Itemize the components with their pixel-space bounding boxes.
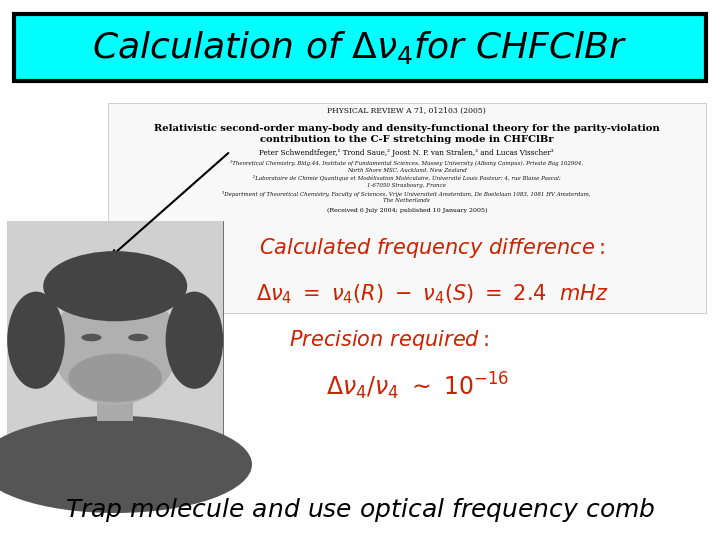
Ellipse shape xyxy=(81,334,102,341)
Text: $\mathbf{\mathit{Trap\ molecule\ and\ use\ optical\ frequency\ comb}}$: $\mathbf{\mathit{Trap\ molecule\ and\ us… xyxy=(65,496,655,524)
Ellipse shape xyxy=(53,286,179,405)
Ellipse shape xyxy=(43,251,187,321)
Ellipse shape xyxy=(166,292,223,389)
Text: $\mathbf{\mathit{\Delta\nu_4/\nu_4\ \sim\ 10^{-16}}}$: $\mathbf{\mathit{\Delta\nu_4/\nu_4\ \sim… xyxy=(326,370,509,402)
FancyBboxPatch shape xyxy=(108,103,706,313)
Ellipse shape xyxy=(0,416,252,513)
Text: 1-67050 Strasbourg, France: 1-67050 Strasbourg, France xyxy=(367,183,446,188)
Text: ²Laboratoire de Chimie Quantique et Modélisation Moléculaire, Université Louis P: ²Laboratoire de Chimie Quantique et Modé… xyxy=(253,175,561,181)
Text: $\mathbf{\mathit{Precision\ required:}}$: $\mathbf{\mathit{Precision\ required:}}$ xyxy=(289,328,489,352)
Ellipse shape xyxy=(7,292,65,389)
Text: Peter Schwendtfeger,¹ Trond Saue,² Joost N. P. van Stralen,³ and Lucas Visscher³: Peter Schwendtfeger,¹ Trond Saue,² Joost… xyxy=(259,150,554,157)
Text: North Shore MSC, Auckland, New Zealand: North Shore MSC, Auckland, New Zealand xyxy=(347,167,467,173)
Ellipse shape xyxy=(128,334,148,341)
Text: $\mathbf{\mathit{\Delta\nu_4\ =\ \nu_4(R)\ -\ \nu_4(S)\ =\ 2.4\ \ mHz}}$: $\mathbf{\mathit{\Delta\nu_4\ =\ \nu_4(R… xyxy=(256,282,608,306)
Text: ³Department of Theoretical Chemistry, Faculty of Sciences, Vrije Universiteit Am: ³Department of Theoretical Chemistry, Fa… xyxy=(222,191,591,197)
Text: $\mathbf{\mathit{Calculation\ of\ \Delta\nu_4 for\ CHFClBr}}$: $\mathbf{\mathit{Calculation\ of\ \Delta… xyxy=(92,29,628,66)
FancyBboxPatch shape xyxy=(14,14,706,81)
FancyBboxPatch shape xyxy=(7,221,223,486)
FancyBboxPatch shape xyxy=(97,378,133,421)
Text: PHYSICAL REVIEW A 71, 012103 (2005): PHYSICAL REVIEW A 71, 012103 (2005) xyxy=(328,107,486,114)
Text: (Received 6 July 2004; published 10 January 2005): (Received 6 July 2004; published 10 Janu… xyxy=(327,207,487,213)
Ellipse shape xyxy=(68,354,162,402)
Text: contribution to the C-F stretching mode in CHFClBr: contribution to the C-F stretching mode … xyxy=(260,135,554,144)
FancyBboxPatch shape xyxy=(7,221,223,486)
Text: Relativistic second-order many-body and density-functional theory for the parity: Relativistic second-order many-body and … xyxy=(154,124,660,133)
Text: The Netherlands: The Netherlands xyxy=(384,198,430,204)
Text: ¹Theoretical Chemistry, Bldg.44, Institute of Fundamental Sciences, Massey Unive: ¹Theoretical Chemistry, Bldg.44, Institu… xyxy=(230,160,583,166)
Text: $\mathbf{\mathit{Calculated\ frequency\ difference:}}$: $\mathbf{\mathit{Calculated\ frequency\ … xyxy=(259,237,605,260)
